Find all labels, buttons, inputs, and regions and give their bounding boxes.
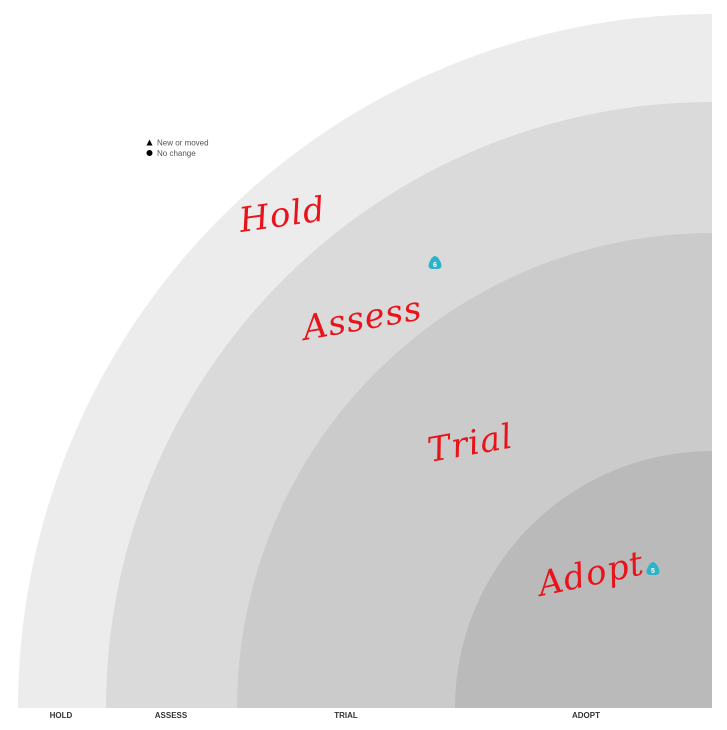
triangle-legend-icon xyxy=(146,139,153,146)
blip-5[interactable]: 5 xyxy=(646,562,660,575)
blip-6[interactable]: 6 xyxy=(428,256,442,269)
circle-legend-icon xyxy=(146,150,153,156)
triangle-blip-icon xyxy=(428,256,442,269)
axis-label-assess: ASSESS xyxy=(155,711,188,720)
legend-no-change: No change xyxy=(157,149,196,158)
axis-label-hold: HOLD xyxy=(50,711,73,720)
legend-new-or-moved: New or moved xyxy=(157,139,209,148)
triangle-blip-icon xyxy=(646,562,660,575)
axis-label-trial: TRIAL xyxy=(334,711,358,720)
blip-number: 6 xyxy=(433,262,437,269)
ring-adopt[interactable] xyxy=(455,451,712,708)
axis-label-adopt: ADOPT xyxy=(572,711,600,720)
blip-number: 5 xyxy=(651,568,655,575)
legend: New or moved No change xyxy=(146,139,209,158)
